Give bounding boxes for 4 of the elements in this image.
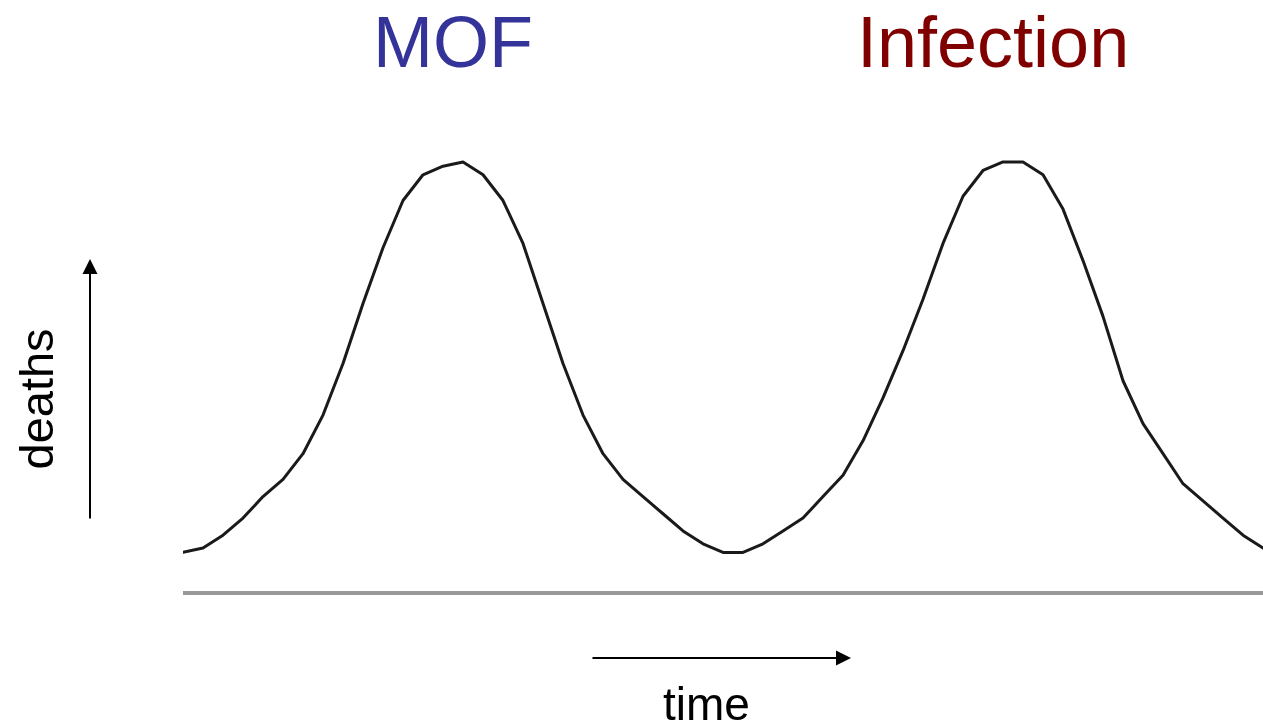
x-axis-title: time [663, 678, 750, 728]
text: Infection [857, 2, 1130, 82]
text: MOF [373, 2, 533, 82]
y-axis-title: deaths [9, 328, 63, 470]
